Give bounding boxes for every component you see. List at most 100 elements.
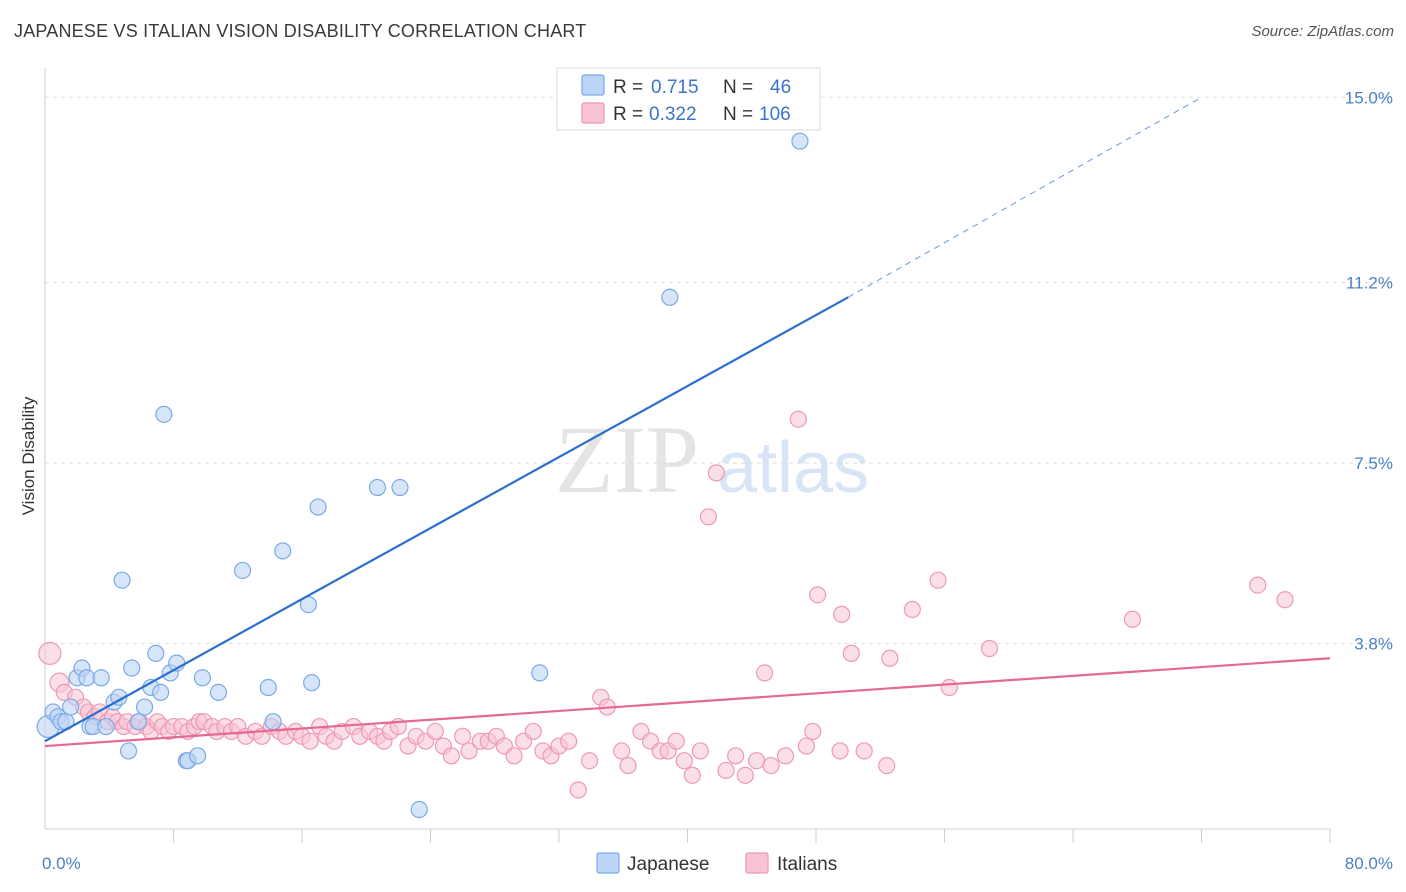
x-tick-labels: 0.0% 80.0% <box>42 854 1393 873</box>
japanese-point-12 <box>97 717 115 736</box>
japanese-point-5 <box>62 698 80 716</box>
x-tick-label-0: 0.0% <box>42 854 81 873</box>
top-legend: R = 0.715 N = 46 R = 0.322 N = 106 <box>556 67 821 131</box>
chart-title: JAPANESE VS ITALIAN VISION DISABILITY CO… <box>14 21 587 41</box>
italians-point-86 <box>717 761 735 780</box>
italians-point-90 <box>755 664 774 682</box>
italians-point-88 <box>736 766 754 784</box>
chart-source: Source: ZipAtlas.com <box>1251 23 1394 40</box>
watermark: ZIP atlas <box>555 406 869 513</box>
y-axis-title: Vision Disability <box>19 396 38 515</box>
italians-point-70 <box>569 781 587 799</box>
japanese-point-43 <box>791 132 809 150</box>
japanese-point-39 <box>391 478 409 497</box>
italians-point-74 <box>613 742 631 760</box>
y-tick-labels: 3.8% 7.5% 11.2% 15.0% <box>1345 88 1393 653</box>
japanese-point-36 <box>303 674 321 692</box>
series-japanese <box>36 132 809 819</box>
italians-point-85 <box>707 464 726 482</box>
japanese-point-8 <box>78 669 96 687</box>
japanese-point-16 <box>119 742 138 760</box>
italians-point-96 <box>809 586 827 604</box>
italians-point-91 <box>762 756 780 775</box>
italians-point-103 <box>903 600 921 619</box>
japanese-point-21 <box>147 644 165 662</box>
bottom-legend-italians: Italians <box>777 854 837 875</box>
italians-point-56 <box>442 747 460 765</box>
italians-point-57 <box>454 727 472 745</box>
italians-point-58 <box>460 742 478 760</box>
legend-italians-n-value: 106 <box>759 104 791 125</box>
trend-lines <box>44 96 1331 748</box>
watermark-zip: ZIP <box>555 406 699 513</box>
x-ticks <box>173 829 1331 843</box>
italians-point-100 <box>855 742 873 760</box>
japanese-point-38 <box>368 478 387 497</box>
legend-italians-n-label: N = <box>723 104 753 125</box>
bottom-legend-japanese: Japanese <box>627 854 709 875</box>
italians-point-109 <box>1276 591 1294 609</box>
italians-point-105 <box>940 678 958 697</box>
italians-point-84 <box>699 508 717 526</box>
bottom-legend-swatch-japanese <box>596 852 620 874</box>
japanese-point-32 <box>259 678 277 697</box>
japanese-point-17 <box>123 659 141 677</box>
japanese-point-31 <box>233 561 252 580</box>
italians-point-39 <box>301 732 319 750</box>
japanese-point-37 <box>309 498 327 516</box>
italians-point-102 <box>881 649 899 667</box>
italians-point-104 <box>929 571 947 589</box>
italians-point-107 <box>1123 610 1142 628</box>
japanese-point-14 <box>110 688 128 706</box>
y-tick-label-2: 11.2% <box>1346 274 1393 293</box>
italians-point-89 <box>747 752 766 770</box>
japanese-point-30 <box>209 683 228 702</box>
italians-point-0 <box>38 641 62 665</box>
legend-swatch-italians <box>581 102 605 124</box>
italians-point-71 <box>580 752 599 770</box>
italians-point-108 <box>1249 576 1267 594</box>
japanese-point-18 <box>129 713 147 731</box>
japanese-point-15 <box>113 571 131 589</box>
italians-point-93 <box>789 410 807 428</box>
japanese-point-22 <box>152 683 170 702</box>
y-tick-label-1: 7.5% <box>1354 454 1393 473</box>
italians-point-75 <box>619 756 637 775</box>
legend-italians-r-value: 0.322 <box>649 104 697 125</box>
bottom-legend-swatch-italians <box>745 852 769 874</box>
japanese-trend-extension <box>847 96 1202 298</box>
italians-point-54 <box>426 722 444 741</box>
legend-swatch-japanese <box>581 74 605 96</box>
legend-japanese-r-label: R = <box>613 77 643 98</box>
italians-point-99 <box>842 644 860 662</box>
japanese-point-19 <box>135 698 154 716</box>
italians-point-82 <box>683 766 701 784</box>
watermark-atlas: atlas <box>717 428 869 508</box>
japanese-point-28 <box>188 747 207 765</box>
italians-point-98 <box>833 605 851 623</box>
italians-point-69 <box>560 732 578 750</box>
legend-japanese-n-value: 46 <box>770 77 791 98</box>
bottom-legend: Japanese Italians <box>596 852 837 875</box>
italians-point-101 <box>878 756 896 775</box>
italians-point-80 <box>667 732 685 750</box>
series-italians <box>38 410 1294 799</box>
japanese-point-40 <box>410 800 428 819</box>
italians-point-63 <box>505 747 523 765</box>
gridlines <box>45 96 1392 645</box>
y-tick-label-0: 3.8% <box>1354 635 1393 654</box>
italians-point-83 <box>691 742 709 760</box>
italians-point-65 <box>524 722 542 741</box>
japanese-point-42 <box>661 288 679 306</box>
japanese-point-11 <box>92 669 110 687</box>
italians-point-92 <box>776 747 795 765</box>
italians-point-81 <box>675 752 693 770</box>
italians-point-106 <box>980 639 999 658</box>
japanese-point-29 <box>193 669 212 687</box>
italians-point-95 <box>804 722 822 741</box>
italians-trend-line <box>44 657 1331 748</box>
japanese-point-23 <box>155 405 173 423</box>
legend-japanese-n-label: N = <box>723 77 753 98</box>
legend-italians-r-label: R = <box>613 104 643 125</box>
